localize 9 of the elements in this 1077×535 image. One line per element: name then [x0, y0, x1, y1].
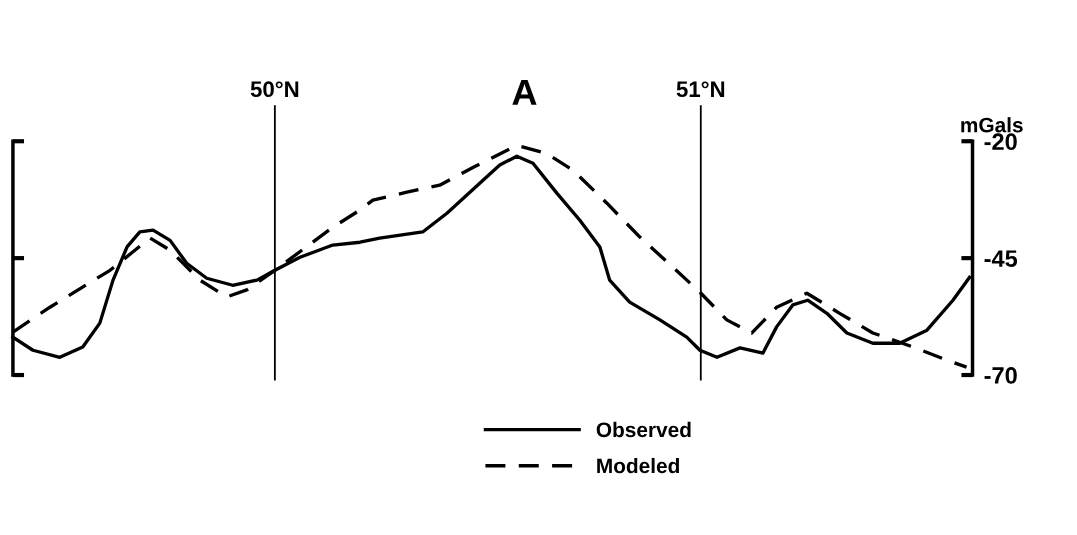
y-tick-label: -45	[984, 250, 1018, 267]
y-tick-label: -70	[984, 367, 1017, 384]
legend-label: Observed	[596, 421, 691, 438]
ref-line-label: 51°N	[676, 81, 725, 98]
chart-title: A	[512, 80, 537, 105]
legend-label: Modeled	[597, 457, 679, 474]
y-axis-title: mGals	[961, 117, 1023, 133]
y-tick-label: -20	[984, 133, 1017, 151]
ref-line-label: 50°N	[250, 81, 299, 98]
